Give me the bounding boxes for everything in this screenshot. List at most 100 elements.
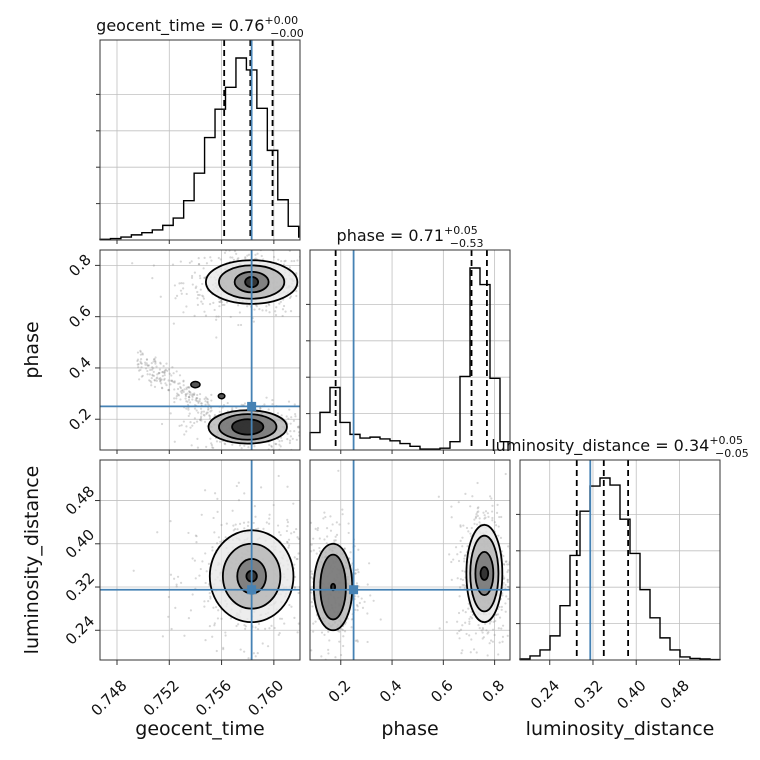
scatter-point <box>193 417 196 420</box>
scatter-point <box>463 570 467 573</box>
scatter-point <box>488 622 491 625</box>
scatter-point <box>205 397 208 400</box>
scatter-point <box>501 594 504 597</box>
scatter-point <box>196 303 199 307</box>
scatter-point <box>264 454 266 456</box>
scatter-point <box>203 414 206 417</box>
scatter-point <box>506 570 509 574</box>
scatter-point <box>334 656 337 659</box>
scatter-point <box>222 648 225 651</box>
scatter-point <box>282 304 286 308</box>
scatter-point <box>504 472 507 476</box>
scatter-point <box>276 524 280 527</box>
scatter-point <box>490 510 494 513</box>
scatter-point <box>139 349 142 352</box>
scatter-point <box>193 407 197 410</box>
scatter-point <box>187 414 190 418</box>
scatter-point <box>136 351 140 354</box>
scatter-point <box>503 576 506 580</box>
scatter-point <box>185 430 188 433</box>
scatter-point <box>212 446 215 450</box>
scatter-point <box>199 417 203 420</box>
scatter-point <box>477 510 480 513</box>
scatter-point <box>187 395 191 398</box>
scatter-point <box>238 311 241 314</box>
scatter-point <box>286 432 289 436</box>
scatter-point <box>306 400 308 402</box>
scatter-point <box>296 631 299 634</box>
scatter-point <box>303 560 305 562</box>
scatter-point <box>243 650 246 653</box>
scatter-point <box>156 373 159 376</box>
scatter-point <box>167 389 171 392</box>
scatter-point <box>497 534 500 537</box>
scatter-point <box>240 447 243 450</box>
scatter-point <box>459 524 462 527</box>
scatter-point <box>247 657 250 660</box>
scatter-point <box>185 305 188 308</box>
scatter-point <box>491 516 494 520</box>
scatter-point <box>191 393 194 396</box>
scatter-point <box>176 575 180 578</box>
scatter-point <box>271 399 274 402</box>
scatter-point <box>177 394 181 397</box>
scatter-point <box>167 379 170 382</box>
scatter-point <box>502 562 505 566</box>
scatter-point <box>314 286 316 288</box>
scatter-point <box>463 554 466 558</box>
scatter-point <box>458 595 461 598</box>
panel-phase-vs-luminosity_distance <box>304 459 511 661</box>
x-tick-label-phase: 0.4 <box>376 676 406 706</box>
scatter-point <box>264 627 267 630</box>
scatter-point <box>202 295 205 298</box>
scatter-point <box>221 303 224 307</box>
scatter-point <box>278 617 282 620</box>
scatter-point <box>469 505 472 508</box>
scatter-point <box>224 536 227 539</box>
scatter-point <box>185 407 188 410</box>
scatter-point <box>201 282 204 286</box>
scatter-point <box>233 454 235 456</box>
scatter-point <box>281 243 283 245</box>
scatter-point <box>173 401 176 404</box>
scatter-point <box>266 645 270 648</box>
scatter-point <box>306 616 308 618</box>
scatter-point <box>141 352 144 355</box>
scatter-point <box>293 259 296 263</box>
scatter-point <box>206 401 209 404</box>
scatter-point <box>182 384 185 387</box>
scatter-point <box>191 395 194 399</box>
scatter-point <box>273 626 276 630</box>
scatter-point <box>276 412 280 415</box>
scatter-point <box>498 641 501 644</box>
scatter-point <box>144 361 147 364</box>
scatter-point <box>507 569 510 572</box>
scatter-point <box>202 413 205 416</box>
scatter-point <box>204 400 207 403</box>
scatter-point <box>132 569 135 572</box>
scatter-point <box>304 525 306 527</box>
scatter-point <box>355 603 359 607</box>
scatter-point <box>302 267 304 269</box>
scatter-point <box>329 515 332 518</box>
scatter-point <box>304 592 306 594</box>
scatter-point <box>193 314 196 317</box>
scatter-point <box>246 524 250 527</box>
scatter-point <box>237 323 240 327</box>
title-minus: −0.53 <box>450 237 484 250</box>
scatter-point <box>150 384 153 387</box>
scatter-point <box>343 630 347 633</box>
scatter-point <box>464 611 467 614</box>
x-tick-label-phase: 0.2 <box>325 676 355 706</box>
scatter-point <box>170 374 173 377</box>
scatter-point <box>218 305 221 308</box>
scatter-point <box>159 379 162 382</box>
scatter-point <box>150 362 153 365</box>
scatter-point <box>476 507 479 510</box>
scatter-point <box>478 627 481 630</box>
panel-content <box>304 469 510 660</box>
scatter-point <box>281 314 284 318</box>
scatter-point <box>287 538 291 541</box>
scatter-point <box>182 380 185 383</box>
scatter-point <box>501 635 505 638</box>
